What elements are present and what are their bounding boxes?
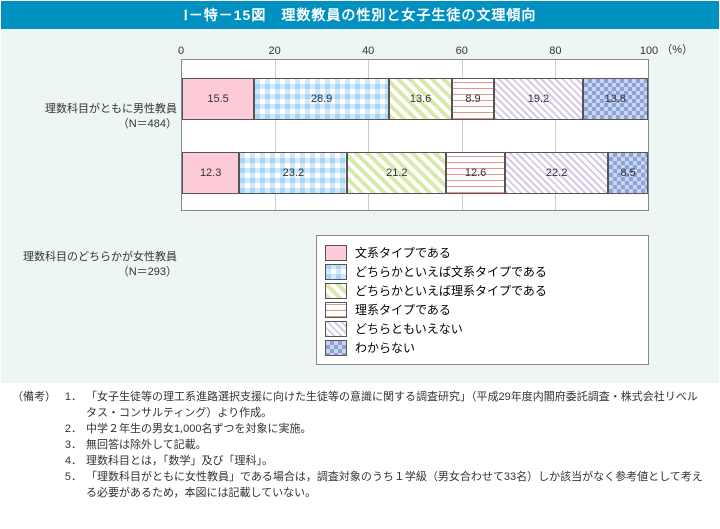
segment-value: 19.2 [528, 93, 549, 105]
chart-area: （%） 0 20 40 60 80 100 理数科目がともに男性教員（N＝484） 15.5… [1, 29, 719, 221]
footnote-number: 3． [64, 438, 82, 454]
segment-value: 12.6 [465, 167, 486, 179]
footnote-number: 1． [64, 390, 82, 422]
footnote-line: 2．中学２年生の男女1,000名ずつを対象に実施。 [12, 422, 704, 438]
axis-tick: 20 [268, 45, 280, 57]
footnotes: （備考）1．「女子生徒等の理工系進路選択支援に向けた生徒等の意識に関する調査研究… [0, 384, 720, 516]
footnote-text: 中学２年生の男女1,000名ずつを対象に実施。 [86, 422, 704, 438]
footnote-lead: （備考） [12, 390, 64, 422]
legend-swatch [325, 321, 347, 337]
segment-value: 21.2 [386, 167, 407, 179]
segment-value: 8.5 [621, 167, 636, 179]
axis-tick: 40 [362, 45, 374, 57]
legend-swatch [325, 340, 347, 356]
footnote-line: 3．無回答は除外して記載。 [12, 438, 704, 454]
category-n: （N＝293） [12, 265, 177, 280]
category-label: 理数科目のどちらかが女性教員 [12, 250, 177, 265]
segment-value: 12.3 [200, 167, 221, 179]
bar-row: 理数科目のどちらかが女性教員（N＝293）12.323.221.212.622.… [182, 152, 648, 194]
footnote-text: 理数科目とは，「数学」及び「理科」。 [86, 454, 704, 470]
bar-row: 理数科目がともに男性教員（N＝484）15.528.913.68.919.213… [182, 78, 648, 120]
footnote-lead [12, 470, 64, 502]
footnote-number: 5． [64, 470, 82, 502]
legend-item: どちらかといえば文系タイプである [325, 263, 640, 280]
bar-segment: 23.2 [239, 152, 347, 194]
bar-segment: 22.2 [505, 152, 608, 194]
footnote-line: 4．理数科目とは，「数学」及び「理科」。 [12, 454, 704, 470]
legend-label: どちらかといえば文系タイプである [355, 263, 547, 280]
figure-container: Ⅰ－特－15図 理数教員の性別と女子生徒の文理傾向 （%） 0 20 40 60 80 1… [0, 0, 720, 384]
footnote-line: 5．「理数科目がともに女性教員」である場合は，調査対象のうち１学級（男女合わせて… [12, 470, 704, 502]
legend: 文系タイプであるどちらかといえば文系タイプであるどちらかといえば理系タイプである… [316, 235, 649, 365]
legend-label: どちらともいえない [355, 320, 463, 337]
axis-unit: （%） [661, 41, 693, 57]
footnote-text: 「女子生徒等の理工系進路選択支援に向けた生徒等の意識に関する調査研究」（平成29… [86, 390, 704, 422]
bar-segment: 8.9 [452, 78, 493, 120]
segment-value: 23.2 [283, 167, 304, 179]
bar-segment: 28.9 [254, 78, 389, 120]
legend-swatch [325, 264, 347, 280]
bar-segment: 19.2 [494, 78, 583, 120]
footnote-lead [12, 454, 64, 470]
axis-tick: 100 [640, 45, 658, 57]
legend-label: 文系タイプである [355, 244, 451, 261]
legend-swatch [325, 283, 347, 299]
footnote-line: （備考）1．「女子生徒等の理工系進路選択支援に向けた生徒等の意識に関する調査研究… [12, 390, 704, 422]
x-axis: （%） 020406080100 [11, 39, 649, 57]
axis-tick: 60 [456, 45, 468, 57]
legend-label: 理系タイプである [355, 301, 451, 318]
segment-value: 13.8 [605, 93, 626, 105]
segment-value: 28.9 [311, 93, 332, 105]
footnote-text: 「理数科目がともに女性教員」である場合は，調査対象のうち１学級（男女合わせて33… [86, 470, 704, 502]
footnote-lead [12, 422, 64, 438]
bar-segment: 12.6 [446, 152, 505, 194]
footnote-number: 4． [64, 454, 82, 470]
legend-item: 理系タイプである [325, 301, 640, 318]
legend-item: わからない [325, 339, 640, 356]
segment-value: 15.5 [207, 93, 228, 105]
segment-value: 22.2 [546, 167, 567, 179]
bar-segment: 13.6 [389, 78, 452, 120]
category-label: 理数科目がともに男性教員 [12, 102, 177, 117]
legend-swatch [325, 302, 347, 318]
footnote-lead [12, 438, 64, 454]
segment-value: 13.6 [410, 93, 431, 105]
bar-segment: 13.8 [583, 78, 647, 120]
plot: 理数科目がともに男性教員（N＝484） 15.5 28.9 13.6 8.9 19.2 13… [11, 59, 649, 211]
legend-item: どちらともいえない [325, 320, 640, 337]
legend-item: どちらかといえば理系タイプである [325, 282, 640, 299]
axis-tick: 0 [178, 45, 184, 57]
bar-segment: 21.2 [347, 152, 446, 194]
category-n: （N＝484） [12, 117, 177, 132]
footnote-text: 無回答は除外して記載。 [86, 438, 704, 454]
legend-swatch [325, 245, 347, 261]
axis-tick: 80 [549, 45, 561, 57]
bar-segment: 12.3 [182, 152, 239, 194]
legend-item: 文系タイプである [325, 244, 640, 261]
legend-label: わからない [355, 339, 415, 356]
footnote-number: 2． [64, 422, 82, 438]
legend-label: どちらかといえば理系タイプである [355, 282, 547, 299]
bar-segment: 15.5 [182, 78, 254, 120]
segment-value: 8.9 [465, 93, 480, 105]
bar-segment: 8.5 [608, 152, 648, 194]
figure-title: Ⅰ－特－15図 理数教員の性別と女子生徒の文理傾向 [1, 1, 719, 29]
